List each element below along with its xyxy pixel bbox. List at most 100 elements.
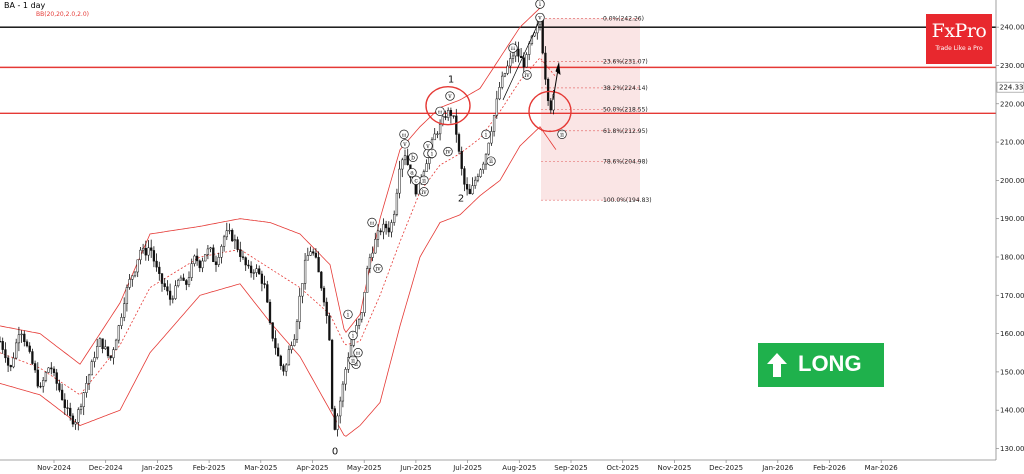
candle-body — [279, 355, 282, 367]
candle-body — [258, 268, 261, 275]
candle-body — [247, 264, 250, 267]
x-tick-label: Aug-2025 — [502, 464, 536, 472]
candle-body — [306, 255, 309, 261]
candle-body — [363, 292, 366, 313]
candle-body — [166, 286, 169, 292]
candle-body — [549, 100, 552, 111]
fib-level-label: 78.6%(204.98) — [603, 158, 648, 165]
wave-label-circle — [486, 156, 496, 166]
wave-label: c — [414, 177, 418, 184]
candle-body — [406, 155, 409, 166]
candle-body — [525, 54, 528, 68]
candle-body — [541, 19, 544, 54]
x-tick-label: Jan-2026 — [761, 464, 794, 472]
candle-body — [77, 409, 80, 423]
candle-body — [312, 251, 315, 254]
y-tick-label: 190.00 — [1000, 215, 1024, 223]
candle-body — [492, 115, 496, 132]
candle-body — [341, 383, 345, 402]
wave-label-circle — [399, 129, 409, 139]
candle-body — [9, 365, 12, 368]
candle-body — [47, 367, 50, 373]
x-tick-label: Oct-2025 — [606, 464, 638, 472]
horizontal-levels — [0, 26, 996, 115]
x-tick-label: Dec-2024 — [89, 464, 123, 472]
candle-body — [347, 357, 350, 370]
candle-body — [139, 249, 142, 261]
wave-label-circle — [522, 70, 532, 80]
candle-body — [482, 163, 485, 170]
fibonacci-zone: 0.0%(242.26) 23.6%(231.07) 38.2%(224.14) 50… — [541, 15, 652, 204]
candle-body — [444, 116, 447, 118]
candle-body — [333, 408, 336, 430]
fib-level-label: 100.0%(194.83) — [603, 197, 652, 204]
candle-body — [425, 163, 428, 172]
candle-body — [274, 338, 277, 349]
candle-body — [457, 134, 461, 152]
candle-body — [4, 349, 7, 359]
candle-body — [52, 368, 56, 373]
y-tick-label: 140.00 — [1000, 407, 1024, 415]
candle-body — [20, 333, 23, 336]
candle-body — [114, 339, 118, 350]
candle-body — [295, 321, 299, 340]
wave-label-circle — [535, 0, 545, 9]
candle-body — [15, 342, 18, 359]
candle-body — [241, 256, 245, 258]
candle-body — [336, 415, 339, 430]
wave-label: iv — [445, 149, 451, 156]
wave-label: iv — [421, 189, 427, 196]
candle-body — [252, 272, 255, 274]
candle-body — [528, 43, 531, 55]
candle-body — [171, 298, 174, 300]
candle-body — [517, 48, 520, 57]
wave-label-circle — [407, 167, 417, 178]
highlight-circle — [528, 90, 572, 133]
fib-level-label: 0.0%(242.26) — [603, 15, 644, 22]
fib-level-label: 38.2%(224.14) — [603, 85, 648, 92]
candle-body — [495, 98, 498, 116]
y-tick-label: 210.00 — [1000, 139, 1024, 147]
bb-lower-line — [0, 126, 557, 437]
wave-label: v — [447, 93, 452, 100]
current-price-label: 224.33 — [999, 84, 1024, 92]
candle-body — [290, 345, 293, 350]
candle-body — [268, 301, 272, 323]
wave-label: i — [539, 1, 541, 8]
x-tick-label: Nov-2025 — [657, 464, 691, 472]
candle-body — [158, 266, 161, 274]
candle-body — [339, 400, 342, 417]
y-tick-label: 240.00 — [1000, 24, 1024, 32]
candle-body — [144, 248, 147, 256]
candle-body — [90, 361, 93, 376]
wave-label: ii — [422, 177, 426, 184]
candle-body — [117, 325, 120, 341]
wave-label: ii — [354, 361, 358, 368]
wave-label-circle — [348, 330, 358, 341]
candle-body — [82, 392, 85, 407]
candle-body — [285, 364, 288, 372]
candle-body — [25, 341, 29, 347]
candle-body — [398, 168, 401, 194]
x-tick-label: Dec-2025 — [709, 464, 743, 472]
candle-body — [387, 227, 390, 233]
candle-body — [298, 295, 301, 322]
candle-body — [50, 367, 53, 370]
current-price-box — [996, 81, 1024, 93]
brand-name: FxPro — [931, 20, 987, 42]
candle-body — [222, 236, 226, 247]
x-tick-label: Feb-2026 — [813, 464, 846, 472]
wave-label: ii — [351, 357, 355, 364]
y-tick-label: 160.00 — [1000, 330, 1024, 338]
wave-label-circle — [419, 187, 429, 197]
candle-body — [98, 338, 102, 347]
projection-arrow — [552, 69, 559, 101]
candle-body — [109, 355, 112, 359]
candle-body — [33, 363, 37, 371]
candle-body — [206, 248, 210, 255]
candle-body — [66, 407, 69, 409]
x-tick-label: Feb-2025 — [193, 464, 226, 472]
candle-body — [533, 32, 536, 37]
